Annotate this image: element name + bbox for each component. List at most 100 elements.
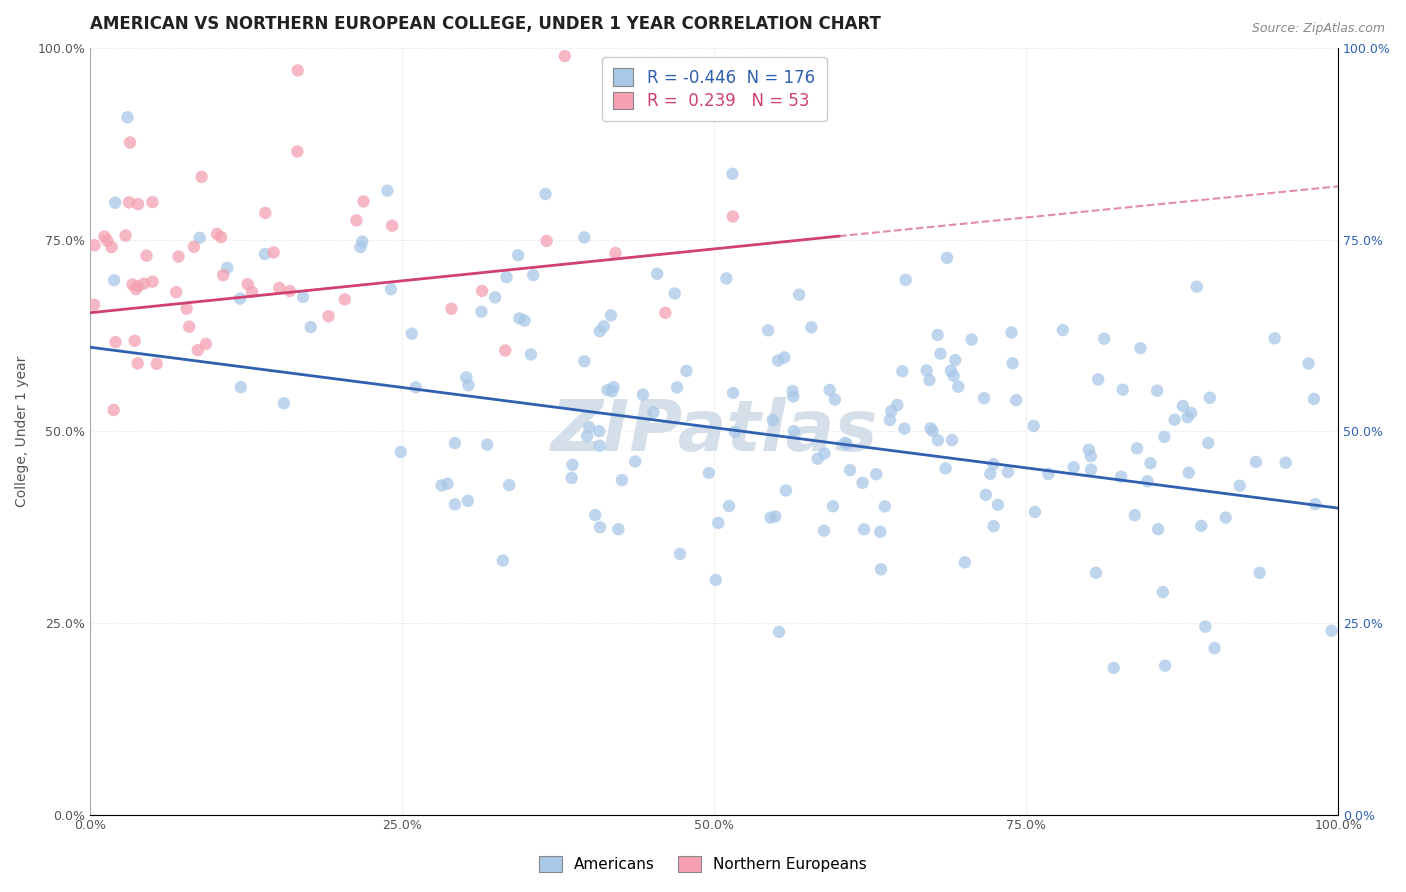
Point <box>1274 456 1296 470</box>
Point <box>704 573 727 587</box>
Point <box>599 309 621 323</box>
Point <box>1063 460 1085 475</box>
Point <box>666 380 689 394</box>
Point <box>1000 326 1022 340</box>
Point <box>879 413 901 427</box>
Point <box>536 234 558 248</box>
Point <box>1087 372 1109 386</box>
Point <box>987 498 1010 512</box>
Point <box>943 353 966 368</box>
Point <box>520 347 543 361</box>
Point <box>707 516 730 530</box>
Point <box>349 240 371 254</box>
Point <box>997 465 1019 479</box>
Point <box>927 327 949 342</box>
Point <box>894 273 917 287</box>
Point <box>1112 383 1135 397</box>
Point <box>762 413 785 427</box>
Point <box>1194 620 1216 634</box>
Point <box>983 519 1005 533</box>
Point <box>1109 469 1132 483</box>
Point <box>1180 406 1202 420</box>
Point <box>83 238 105 252</box>
Point <box>721 386 744 401</box>
Point <box>508 311 530 326</box>
Point <box>1077 442 1099 457</box>
Point <box>176 301 198 316</box>
Point <box>287 63 309 78</box>
Point <box>495 270 517 285</box>
Point <box>973 391 995 405</box>
Point <box>457 493 479 508</box>
Point <box>344 213 367 227</box>
Point <box>494 343 516 358</box>
Point <box>1177 466 1199 480</box>
Point <box>813 446 835 460</box>
Point <box>821 500 844 514</box>
Point <box>240 285 263 299</box>
Point <box>188 231 211 245</box>
Point <box>534 186 557 201</box>
Point <box>1139 456 1161 470</box>
Point <box>1152 585 1174 599</box>
Point <box>498 478 520 492</box>
Point <box>190 169 212 184</box>
Point <box>800 320 823 334</box>
Point <box>787 287 810 301</box>
Point <box>513 313 536 327</box>
Point <box>610 473 633 487</box>
Point <box>430 478 453 492</box>
Point <box>1303 392 1326 406</box>
Point <box>389 445 412 459</box>
Point <box>1024 505 1046 519</box>
Point <box>834 435 856 450</box>
Text: Source: ZipAtlas.com: Source: ZipAtlas.com <box>1251 22 1385 36</box>
Point <box>492 553 515 567</box>
Point <box>782 390 804 404</box>
Point <box>880 404 903 418</box>
Point <box>920 421 942 435</box>
Point <box>873 500 896 514</box>
Point <box>114 228 136 243</box>
Point <box>1126 442 1149 456</box>
Point <box>589 324 612 338</box>
Point <box>333 293 356 307</box>
Point <box>1022 418 1045 433</box>
Point <box>179 319 201 334</box>
Point <box>444 436 467 450</box>
Point <box>83 298 105 312</box>
Point <box>1005 393 1028 408</box>
Point <box>380 282 402 296</box>
Point <box>602 380 624 394</box>
Point <box>669 547 692 561</box>
Point <box>401 326 423 341</box>
Point <box>456 370 478 384</box>
Point <box>583 508 606 522</box>
Point <box>457 378 479 392</box>
Point <box>865 467 887 482</box>
Point <box>1084 566 1107 580</box>
Point <box>936 251 959 265</box>
Point <box>576 429 599 443</box>
Point <box>675 364 697 378</box>
Point <box>631 387 654 401</box>
Point <box>292 290 315 304</box>
Point <box>1229 479 1251 493</box>
Point <box>1001 356 1024 370</box>
Point <box>471 284 494 298</box>
Text: AMERICAN VS NORTHERN EUROPEAN COLLEGE, UNDER 1 YEAR CORRELATION CHART: AMERICAN VS NORTHERN EUROPEAN COLLEGE, U… <box>90 15 882 33</box>
Point <box>100 240 122 254</box>
Point <box>891 364 914 378</box>
Point <box>1080 462 1102 476</box>
Point <box>768 624 790 639</box>
Point <box>1177 410 1199 425</box>
Point <box>353 194 375 209</box>
Point <box>285 145 308 159</box>
Point <box>782 384 804 398</box>
Point <box>187 343 209 358</box>
Point <box>522 268 544 282</box>
Point <box>766 353 789 368</box>
Point <box>475 437 498 451</box>
Point <box>818 383 841 397</box>
Point <box>127 197 149 211</box>
